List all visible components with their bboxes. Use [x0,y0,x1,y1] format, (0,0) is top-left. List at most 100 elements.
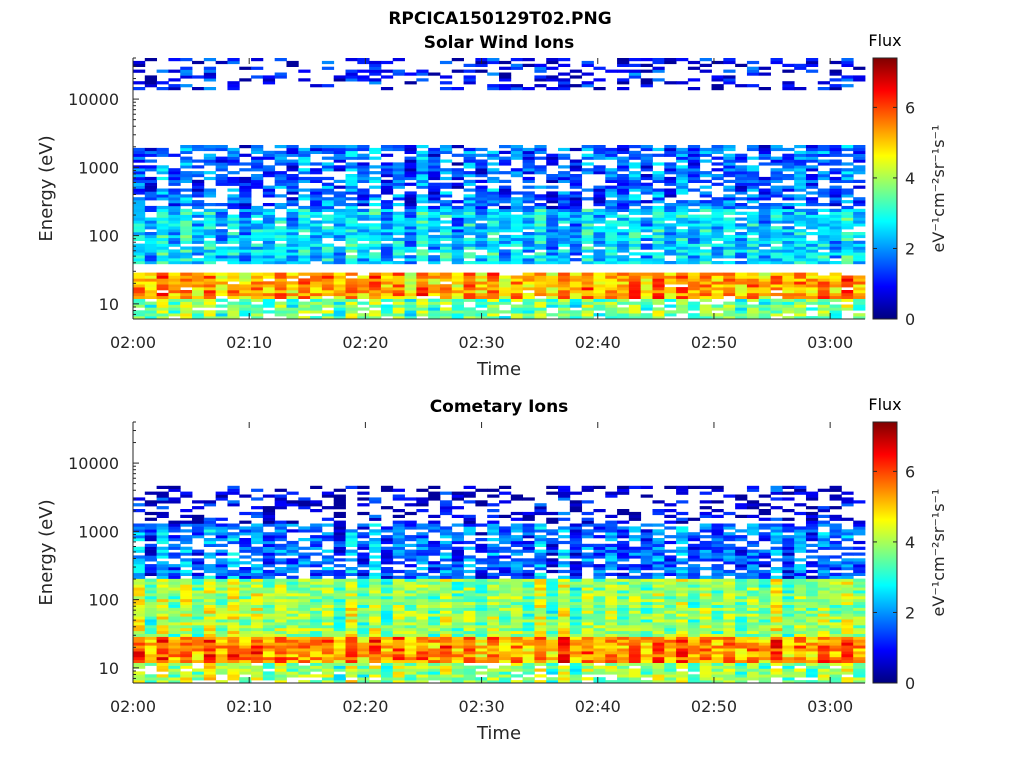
heatmap-cell [475,278,488,282]
heatmap-cell [451,514,464,518]
heatmap-cell [487,604,500,608]
heatmap-cell [203,500,217,504]
heatmap-cell [203,194,217,198]
heatmap-cell [522,295,535,299]
heatmap-cell [227,234,240,239]
heatmap-cell [227,584,240,588]
heatmap-cell [723,162,736,166]
heatmap-cell [286,659,299,663]
heatmap-cell [369,625,382,629]
heatmap-cell [262,671,276,675]
heatmap-cell [203,665,217,669]
heatmap-cell [239,310,252,314]
heatmap-cell [699,261,712,265]
heatmap-cell [416,587,429,591]
heatmap-cell [558,191,571,195]
heatmap-cell [770,281,783,285]
heatmap-cell [735,313,748,317]
heatmap-cell [298,304,311,308]
heatmap-cell [298,636,311,640]
heatmap-cell [274,156,287,160]
heatmap-cell [499,540,512,545]
heatmap-cell [510,258,524,262]
heatmap-cell [215,680,228,684]
heatmap-cell [416,654,429,658]
heatmap-cell [534,229,547,233]
heatmap-cell [640,69,653,73]
heatmap-cell [510,656,524,661]
heatmap-cell [723,165,736,169]
heatmap-cell [534,66,547,70]
heatmap-cell [333,529,346,533]
heatmap-cell [510,316,524,320]
heatmap-cell [380,639,394,643]
heatmap-cell [192,313,205,317]
heatmap-cell [605,261,618,265]
heatmap-cell [239,194,252,198]
heatmap-cell [546,234,559,239]
heatmap-cell [652,205,665,210]
heatmap-cell [133,538,146,542]
heatmap-cell [569,284,583,288]
heatmap-cell [416,208,429,212]
heatmap-cell [463,217,476,221]
heatmap-cell [652,307,665,311]
heatmap-cell [133,81,146,85]
heatmap-cell [404,596,417,600]
heatmap-cell [144,292,158,297]
heatmap-cell [463,290,476,294]
heatmap-cell [829,69,842,73]
heatmap-cell [805,243,819,247]
heatmap-cell [262,208,276,212]
heatmap-cell [711,84,724,88]
heatmap-cell [274,662,287,666]
heatmap-cell [699,240,712,244]
heatmap-cell [569,287,583,291]
heatmap-cell [829,307,842,311]
heatmap-cell [652,258,665,262]
heatmap-cell [499,604,512,608]
heatmap-cell [392,532,405,536]
heatmap-cell [180,590,193,594]
heatmap-cell [416,298,429,302]
heatmap-cell [345,590,358,594]
heatmap-cell [168,205,181,210]
heatmap-cell [180,240,193,244]
heatmap-cell [499,671,512,675]
heatmap-cell [416,162,429,166]
heatmap-cell [192,549,205,553]
heatmap-cell [357,581,370,585]
heatmap-cell [156,223,169,227]
heatmap-cell [428,526,441,530]
heatmap-cell [699,310,712,314]
heatmap-cell [203,651,217,655]
heatmap-cell [664,81,677,85]
heatmap-cell [770,234,783,239]
heatmap-cell [262,237,276,241]
heatmap-cell [192,648,205,652]
heatmap-cell [345,240,358,244]
heatmap-cell [168,208,181,212]
heatmap-cell [499,240,512,244]
heatmap-cell [274,680,287,684]
heatmap-cell [333,185,346,189]
heatmap-cell [168,662,181,666]
heatmap-cell [510,645,524,649]
heatmap-cell [203,564,217,568]
heatmap-cell [180,656,193,661]
heatmap-cell [746,272,760,276]
heatmap-cell [262,564,276,568]
heatmap-cell [617,295,630,299]
heatmap-cell [369,659,382,663]
heatmap-cell [310,523,323,527]
heatmap-cell [298,616,311,620]
heatmap-cell [357,668,370,672]
heatmap-cell [676,234,689,239]
heatmap-cell [439,665,453,669]
heatmap-cell [310,581,323,585]
heatmap-cell [687,179,701,183]
heatmap-cell [392,526,405,530]
heatmap-cell [569,295,583,299]
heatmap-cell [156,604,169,608]
heatmap-cell [310,176,323,181]
